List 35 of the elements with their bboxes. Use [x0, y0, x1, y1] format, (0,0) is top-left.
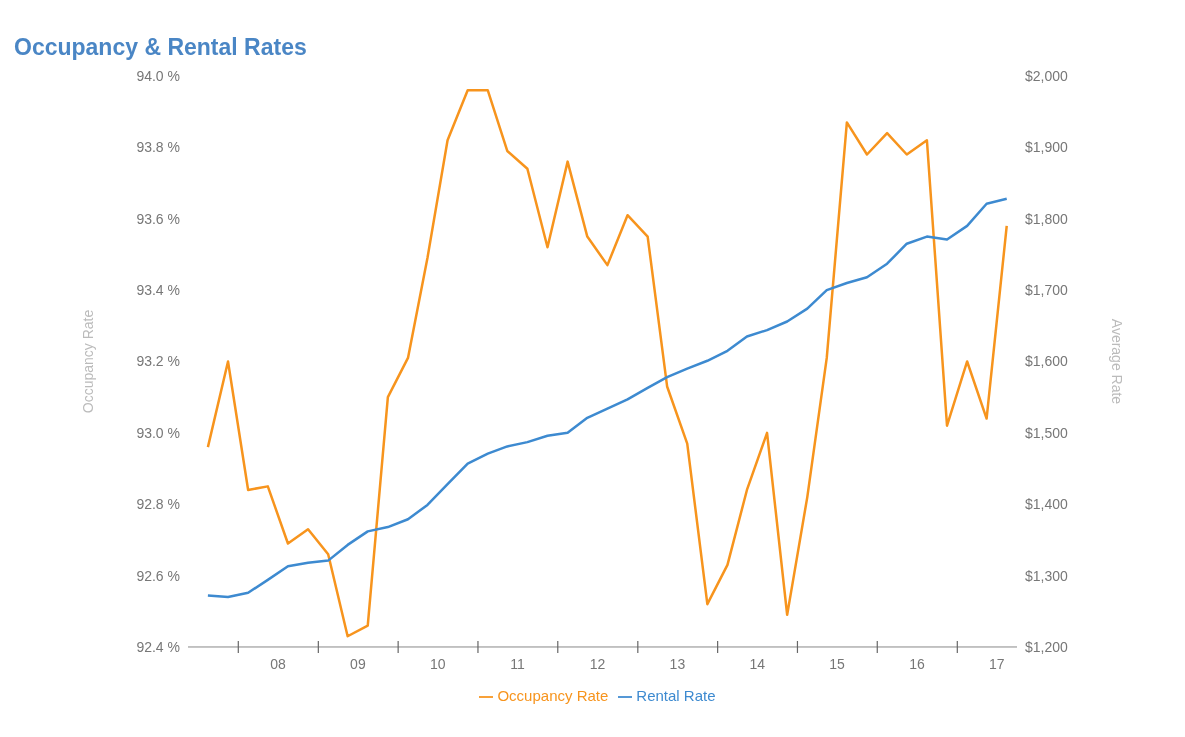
legend-label: Rental Rate	[636, 686, 716, 704]
x-tick-label: 10	[429, 655, 446, 672]
y2-tick-label: $1,500	[1025, 424, 1069, 441]
y-tick-label: 93.0 %	[136, 424, 180, 441]
x-tick-label: 08	[270, 655, 287, 672]
x-tick-label: 11	[510, 655, 526, 672]
x-tick-label: 17	[989, 655, 1005, 672]
y-tick-label: 92.6 %	[136, 567, 180, 584]
y-tick-label: 93.4 %	[136, 282, 180, 299]
y2-axis-title: Average Rate	[1109, 318, 1126, 405]
y2-tick-label: $2,000	[1025, 67, 1069, 84]
line-series	[206, 89, 1008, 638]
y-tick-label: 92.8 %	[136, 496, 180, 513]
x-tick-label: 15	[829, 655, 846, 672]
y2-tick-label: $1,200	[1025, 638, 1069, 655]
legend-label: Occupancy Rate	[497, 686, 609, 704]
x-tick-label: 09	[350, 655, 366, 672]
y-tick-label: 93.2 %	[136, 353, 180, 370]
y2-tick-label: $1,700	[1025, 282, 1069, 299]
y2-tick-label: $1,300	[1025, 567, 1069, 584]
y2-tick-label: $1,900	[1025, 139, 1069, 156]
y-tick-label: 93.6 %	[136, 210, 180, 227]
y2-tick-label: $1,400	[1025, 496, 1069, 513]
x-tick-label: 16	[909, 655, 926, 672]
y2-tick-label: $1,800	[1025, 210, 1069, 227]
y-tick-label: 93.8 %	[136, 139, 180, 156]
line-series	[206, 197, 1008, 599]
chart-title: Occupancy & Rental Rates	[13, 33, 308, 62]
x-tick-label: 14	[749, 655, 766, 672]
y-tick-label: 92.4 %	[136, 638, 180, 655]
x-tick-label: 13	[669, 655, 686, 672]
x-tick-label: 12	[589, 655, 606, 672]
y-tick-label: 94.0 %	[136, 67, 180, 84]
y-axis-title: Occupancy Rate	[79, 309, 96, 414]
y2-tick-label: $1,600	[1025, 353, 1069, 370]
